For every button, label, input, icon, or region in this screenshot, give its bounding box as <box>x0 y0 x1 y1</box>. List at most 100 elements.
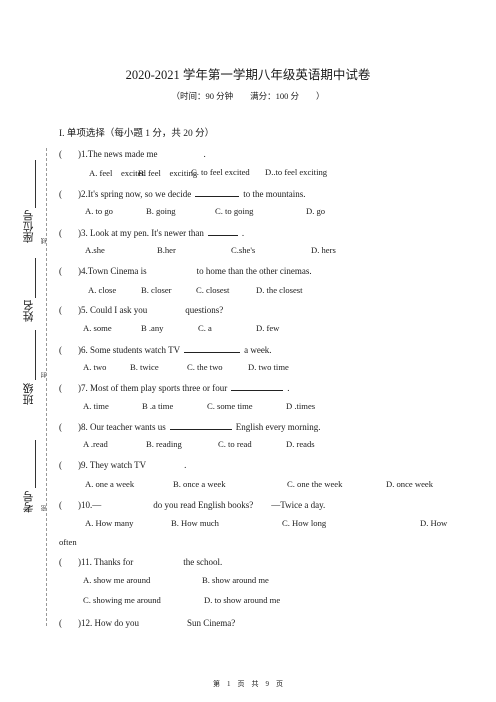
question-text: 5. Could I ask you <box>81 305 148 315</box>
question-7: ()7. Most of them play sports three or f… <box>59 381 289 393</box>
option-a: A. some <box>83 323 112 333</box>
page-footer: 第 1 页 共 9 页 <box>213 680 283 688</box>
question-10: ()10.— do you read English books? —Twice … <box>59 498 325 511</box>
option-d: D. hers <box>311 245 336 255</box>
option-c: C. some time <box>207 401 253 411</box>
question-1: ()1.The news made me. <box>59 148 206 159</box>
option-d: D. How <box>420 518 448 528</box>
answer-bracket-close: ) <box>78 228 81 238</box>
question-tail: . <box>241 228 245 238</box>
answer-bracket-open: ( <box>59 422 62 432</box>
option-c: C. to going <box>215 206 254 216</box>
exam-number-label: 考号 <box>23 491 35 513</box>
answer-bracket-close: ) <box>78 383 81 393</box>
question-tail: . <box>203 149 206 159</box>
exam-title: 2020-2021 学年第一学期八年级英语期中试卷 <box>125 68 371 82</box>
answer-bracket-close: ) <box>78 460 81 470</box>
question-tail: the school. <box>183 557 223 567</box>
fill-blank <box>105 499 149 508</box>
option-a: A. feel excited <box>89 168 146 178</box>
class-label: 班级 <box>23 383 35 405</box>
fill-blank <box>231 381 284 391</box>
option-c: C. to feel excited <box>191 167 250 177</box>
option-b: B.her <box>157 245 176 255</box>
question-tail: a week. <box>244 345 272 355</box>
name-label: 姓名 <box>23 300 35 322</box>
option-c: C. to read <box>218 439 252 449</box>
option-a: A. one a week <box>85 479 135 489</box>
option-d: D. the closest <box>256 285 303 295</box>
question-text: 2.It's spring now, so we decide <box>81 189 192 199</box>
option-d: D..to feel exciting <box>265 167 328 177</box>
question-8: ()8. Our teacher wants us English every m… <box>59 420 320 432</box>
exam-subtitle: （时间：90 分钟 满分：100 分 ） <box>171 91 325 101</box>
option-c: C. closest <box>196 285 230 295</box>
answer-bracket-close: ) <box>78 500 81 510</box>
option-a: A. two <box>83 362 107 372</box>
question-4: ()4.Town Cinema is to home than the other… <box>59 265 312 276</box>
question-tail: Sun Cinema? <box>187 618 236 628</box>
option-a: A. to go <box>85 206 113 216</box>
question-tail: questions? <box>185 305 224 315</box>
option-a: A. show me around <box>83 575 151 585</box>
question-text: 7. Most of them play sports three or fou… <box>81 383 228 393</box>
option-b: B. How much <box>171 518 219 528</box>
question-5: ()5. Could I ask you questions? <box>59 304 223 315</box>
fill-blank <box>151 265 193 274</box>
question-3: ()3. Look at my pen. It's newer than. <box>59 226 244 238</box>
option-d: D. reads <box>286 439 315 449</box>
option-d: D. go <box>306 206 326 216</box>
option-wrap-text: often <box>59 537 77 547</box>
question-9: ()9. They watch TV. <box>59 459 186 470</box>
answer-bracket-open: ( <box>59 460 62 470</box>
option-b: B. going <box>146 206 176 216</box>
option-c: C. the two <box>187 362 223 372</box>
question-2: ()2.It's spring now, so we decide to the … <box>59 187 306 199</box>
option-a: A. How many <box>85 518 134 528</box>
answer-bracket-close: ) <box>78 189 81 199</box>
seat-number-rule <box>35 160 36 208</box>
option-d: D. to show around me <box>204 595 281 605</box>
fill-blank <box>151 304 181 313</box>
answer-bracket-close: ) <box>78 557 81 567</box>
question-text: 10.— <box>81 500 102 510</box>
fill-blank <box>143 617 183 626</box>
option-b: B .a time <box>142 401 174 411</box>
question-tail: to home than the other cinemas. <box>196 266 312 276</box>
question-tail: . <box>287 383 290 393</box>
fill-blank <box>169 420 232 430</box>
question-tail: to the mountains. <box>243 189 306 199</box>
answer-bracket-open: ( <box>59 305 62 315</box>
option-a: A.she <box>85 245 105 255</box>
fill-blank <box>150 459 180 468</box>
answer-bracket-close: ) <box>78 422 81 432</box>
exam-number-rule <box>35 440 36 488</box>
answer-bracket-open: ( <box>59 228 62 238</box>
question-tail: do you read English books? —Twice a day. <box>153 500 326 510</box>
answer-bracket-close: ) <box>78 149 81 159</box>
option-d: D. once week <box>386 479 434 489</box>
question-text: 4.Town Cinema is <box>81 266 147 276</box>
option-c: C. How long <box>282 518 327 528</box>
answer-bracket-open: ( <box>59 383 62 393</box>
margin-mark-dense: 密 <box>42 505 48 511</box>
answer-bracket-open: ( <box>59 500 62 510</box>
option-b: B .any <box>141 323 164 333</box>
option-c: C. a <box>198 323 212 333</box>
question-11: ()11. Thanks for the school. <box>59 556 222 567</box>
answer-bracket-close: ) <box>78 618 81 628</box>
margin-mark-seal: 封 <box>42 372 48 378</box>
fill-blank <box>161 148 199 157</box>
question-text: 12. How do you <box>81 618 139 628</box>
question-tail: English every morning. <box>235 422 321 432</box>
question-12: ()12. How do you Sun Cinema? <box>59 617 235 628</box>
name-rule <box>35 258 36 298</box>
question-text: 8. Our teacher wants us <box>81 422 166 432</box>
question-text: 9. They watch TV <box>81 460 147 470</box>
option-c: C. one the week <box>287 479 343 489</box>
option-a: A. time <box>83 401 109 411</box>
section-heading: I. 单项选择（每小题 1 分，共 20 分） <box>59 129 215 139</box>
margin-mark-line: 线 <box>42 238 48 244</box>
answer-bracket-open: ( <box>59 618 62 628</box>
question-tail: . <box>184 460 187 470</box>
